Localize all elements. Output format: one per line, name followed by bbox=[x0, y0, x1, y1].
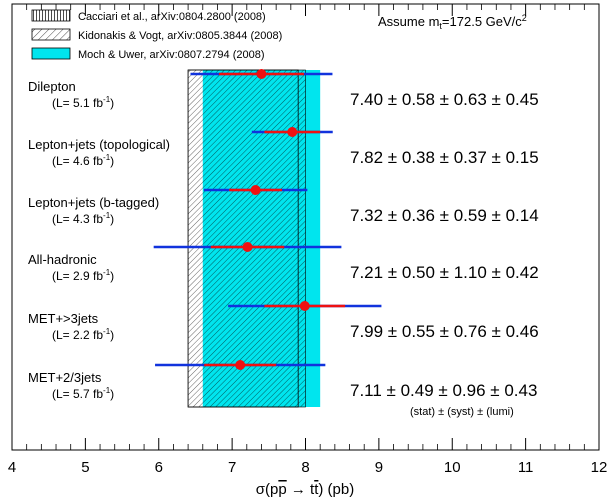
data-point bbox=[250, 185, 261, 195]
measurement-result: 7.21 ± 0.50 ± 1.10 ± 0.42 bbox=[350, 263, 539, 282]
legend-swatch-moch bbox=[31, 47, 71, 60]
legend-swatch-cacciari bbox=[31, 9, 71, 22]
measurement-row: Dilepton(L= 5.1 fb-1) 7.40 ± 0.58 ± 0.63 … bbox=[28, 69, 539, 110]
measurement-row: Lepton+jets (b-tagged)(L= 4.3 fb-1) 7.32 … bbox=[28, 185, 539, 226]
x-tick-label: 4 bbox=[8, 459, 16, 476]
legend-swatch-kidonakis bbox=[31, 28, 71, 41]
measurement-luminosity: (L= 4.6 fb-1) bbox=[52, 153, 114, 168]
measurement-rows: Dilepton(L= 5.1 fb-1) 7.40 ± 0.58 ± 0.63 … bbox=[28, 69, 539, 401]
x-tick-label: 10 bbox=[444, 459, 461, 476]
measurement-luminosity: (L= 4.3 fb-1) bbox=[52, 211, 114, 226]
x-tick-label: 9 bbox=[375, 459, 383, 476]
x-tick-label: 12 bbox=[591, 459, 608, 476]
measurement-result: 7.11 ± 0.49 ± 0.96 ± 0.43 bbox=[350, 381, 537, 400]
measurement-result: 7.82 ± 0.38 ± 0.37 ± 0.15 bbox=[350, 148, 539, 167]
measurement-luminosity: (L= 2.9 fb-1) bbox=[52, 268, 114, 283]
measurement-name: All-hadronic bbox=[28, 252, 97, 267]
data-point bbox=[235, 360, 246, 370]
measurement-row: Lepton+jets (topological)(L= 4.6 fb-1) 7.… bbox=[28, 127, 539, 168]
measurement-row: MET+2/3jets(L= 5.7 fb-1) 7.11 ± 0.49 ± 0.… bbox=[28, 360, 537, 401]
measurement-row: All-hadronic(L= 2.9 fb-1) 7.21 ± 0.50 ± 1… bbox=[28, 242, 539, 283]
x-tick-label: 11 bbox=[518, 459, 534, 476]
measurement-name: Lepton+jets (b-tagged) bbox=[28, 195, 159, 210]
measurement-luminosity: (L= 5.7 fb-1) bbox=[52, 386, 114, 401]
legend-label-moch: Moch & Uwer, arXiv:0807.2794 (2008) bbox=[78, 49, 265, 61]
x-axis-label: σ(pp → tt) (pb) bbox=[256, 481, 354, 498]
measurement-row: MET+>3jets(L= 2.2 fb-1) 7.99 ± 0.55 ± 0.7… bbox=[28, 301, 539, 342]
measurement-result: 7.32 ± 0.36 ± 0.59 ± 0.14 bbox=[350, 206, 539, 225]
data-point bbox=[299, 301, 310, 311]
measurement-result: 7.40 ± 0.58 ± 0.63 ± 0.45 bbox=[350, 90, 539, 109]
legend-label-kidonakis: Kidonakis & Vogt, arXiv:0805.3844 (2008) bbox=[78, 30, 282, 42]
measurement-name: Lepton+jets (topological) bbox=[28, 137, 170, 152]
data-point bbox=[256, 69, 267, 79]
measurement-luminosity: (L= 2.2 fb-1) bbox=[52, 327, 114, 342]
legend: Cacciari et al., arXiv:0804.2800 (2008) … bbox=[31, 9, 282, 61]
legend-label-cacciari: Cacciari et al., arXiv:0804.2800 (2008) bbox=[78, 11, 266, 23]
x-tick-label: 7 bbox=[228, 459, 236, 476]
band-cacciari bbox=[187, 69, 299, 408]
measurement-result: 7.99 ± 0.55 ± 0.76 ± 0.46 bbox=[350, 322, 539, 341]
measurement-name: MET+>3jets bbox=[28, 311, 99, 326]
mass-assumption: Assume mt=172.5 GeV/c2 bbox=[378, 13, 527, 31]
x-tick-label: 5 bbox=[81, 459, 89, 476]
theory-bands bbox=[187, 69, 321, 408]
band-kidonakis-vogt bbox=[187, 69, 306, 408]
x-tick-label: 6 bbox=[155, 459, 163, 476]
x-tick-label: 8 bbox=[301, 459, 309, 476]
x-axis: 4 5 6 7 8 9 10 11 12 bbox=[8, 4, 608, 476]
data-point bbox=[242, 242, 253, 252]
uncertainty-legend: (stat) ± (syst) ± (lumi) bbox=[410, 406, 514, 418]
data-point bbox=[287, 127, 298, 137]
measurement-name: MET+2/3jets bbox=[28, 370, 102, 385]
measurement-luminosity: (L= 5.1 fb-1) bbox=[52, 95, 114, 110]
measurement-name: Dilepton bbox=[28, 79, 76, 94]
